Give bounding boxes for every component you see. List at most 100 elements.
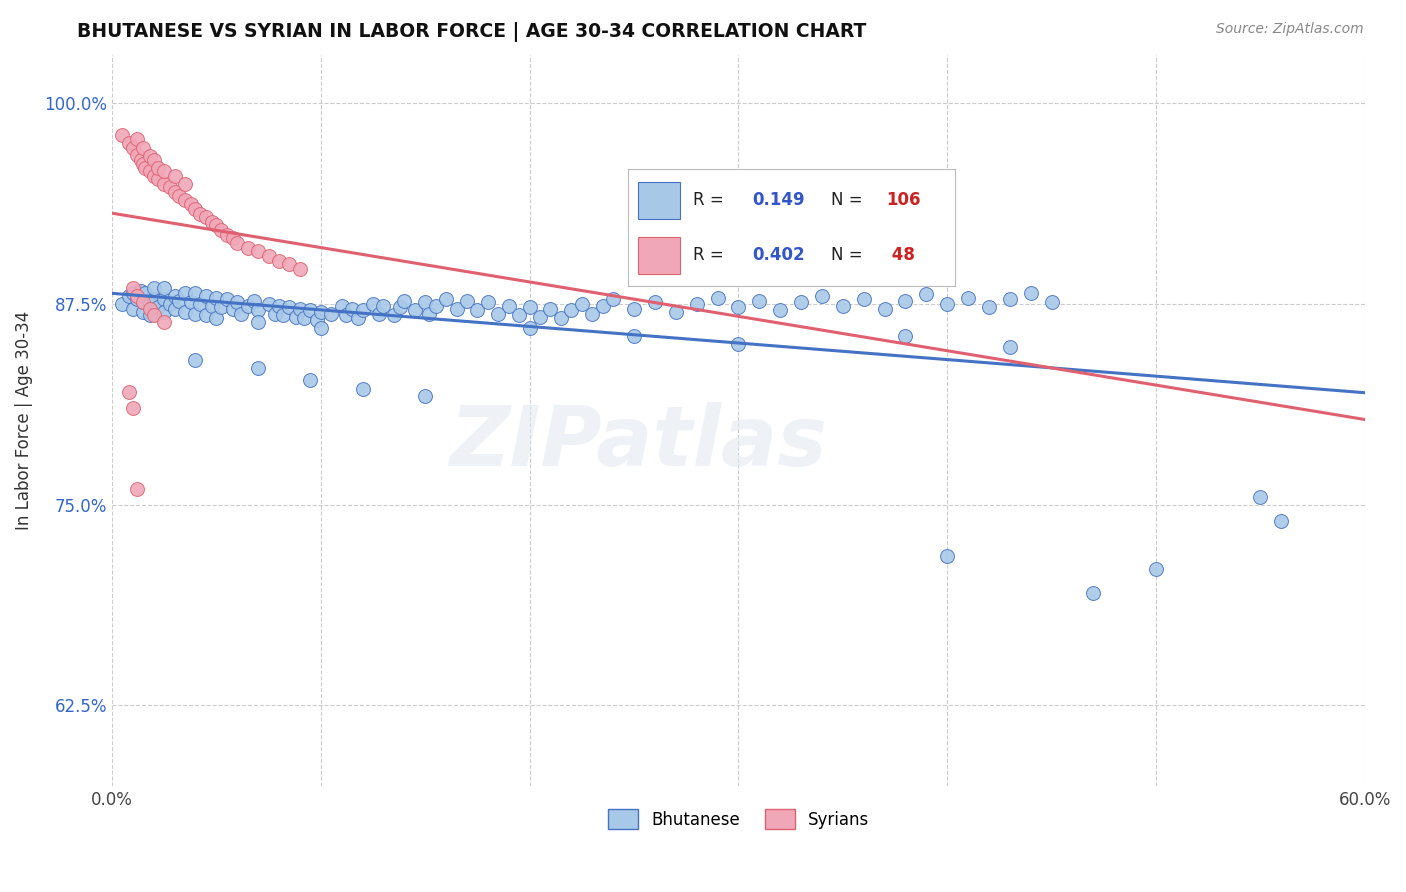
Point	[159, 179, 181, 194]
Point	[727, 300, 749, 314]
Point	[288, 301, 311, 316]
Point	[330, 299, 353, 313]
Point	[340, 301, 363, 316]
Point	[111, 297, 134, 311]
Point	[257, 249, 280, 263]
Point	[247, 361, 270, 376]
Point	[602, 292, 624, 306]
Point	[174, 193, 197, 207]
Point	[257, 297, 280, 311]
Point	[498, 299, 520, 313]
Point	[373, 299, 395, 313]
Point	[222, 301, 245, 316]
Point	[226, 235, 249, 250]
Point	[790, 295, 813, 310]
Point	[434, 292, 457, 306]
Point	[121, 401, 143, 416]
Point	[184, 285, 207, 300]
Point	[142, 153, 165, 167]
Point	[180, 197, 202, 211]
Point	[132, 157, 155, 171]
Point	[247, 244, 270, 258]
Point	[209, 300, 232, 314]
Point	[309, 321, 332, 335]
Point	[134, 285, 156, 300]
Point	[129, 153, 152, 167]
Point	[977, 300, 1000, 314]
Point	[121, 141, 143, 155]
Point	[138, 308, 160, 322]
Point	[125, 289, 148, 303]
Point	[936, 549, 959, 563]
Point	[389, 300, 412, 314]
Point	[456, 293, 478, 308]
Point	[748, 293, 770, 308]
Point	[335, 308, 357, 322]
Point	[231, 307, 253, 321]
Point	[215, 292, 238, 306]
Bar	[638, 182, 681, 219]
Point	[288, 261, 311, 276]
Point	[894, 293, 917, 308]
Point	[129, 284, 152, 298]
Point	[209, 223, 232, 237]
Bar	[638, 236, 681, 274]
Legend: Bhutanese, Syrians: Bhutanese, Syrians	[600, 802, 876, 836]
Point	[852, 292, 875, 306]
Point	[299, 372, 322, 386]
Point	[243, 293, 266, 308]
Point	[146, 300, 169, 314]
Point	[167, 293, 190, 308]
Point	[352, 382, 374, 396]
Point	[118, 385, 141, 400]
Point	[125, 292, 148, 306]
Point	[560, 303, 582, 318]
Point	[132, 295, 155, 310]
Point	[418, 307, 440, 321]
Point	[267, 299, 290, 313]
Point	[226, 295, 249, 310]
Point	[352, 303, 374, 318]
Point	[125, 147, 148, 161]
Point	[163, 301, 186, 316]
Point	[1249, 490, 1271, 504]
Point	[236, 299, 259, 313]
Point	[665, 305, 688, 319]
Point	[111, 128, 134, 143]
Point	[247, 303, 270, 318]
Point	[118, 136, 141, 151]
Point	[299, 303, 322, 318]
Point	[188, 207, 211, 221]
Y-axis label: In Labor Force | Age 30-34: In Labor Force | Age 30-34	[15, 310, 32, 530]
Point	[153, 305, 176, 319]
Point	[727, 337, 749, 351]
Point	[592, 299, 614, 313]
Point	[413, 295, 436, 310]
Point	[163, 185, 186, 199]
Point	[184, 307, 207, 321]
Point	[142, 169, 165, 183]
Point	[132, 295, 155, 310]
Point	[188, 297, 211, 311]
Point	[394, 293, 416, 308]
Point	[873, 301, 896, 316]
Point	[811, 289, 834, 303]
Point	[894, 329, 917, 343]
Point	[571, 297, 593, 311]
Point	[121, 281, 143, 295]
Point	[915, 287, 938, 301]
Point	[125, 131, 148, 145]
Text: 106: 106	[886, 192, 921, 210]
Point	[644, 295, 666, 310]
Point	[305, 313, 328, 327]
Point	[125, 482, 148, 496]
Text: 0.149: 0.149	[752, 192, 804, 210]
Text: R =: R =	[693, 246, 730, 264]
Point	[1083, 586, 1105, 600]
Point	[174, 305, 197, 319]
Point	[205, 219, 228, 233]
Point	[404, 303, 426, 318]
Point	[194, 308, 217, 322]
Point	[508, 308, 530, 322]
Point	[278, 300, 301, 314]
